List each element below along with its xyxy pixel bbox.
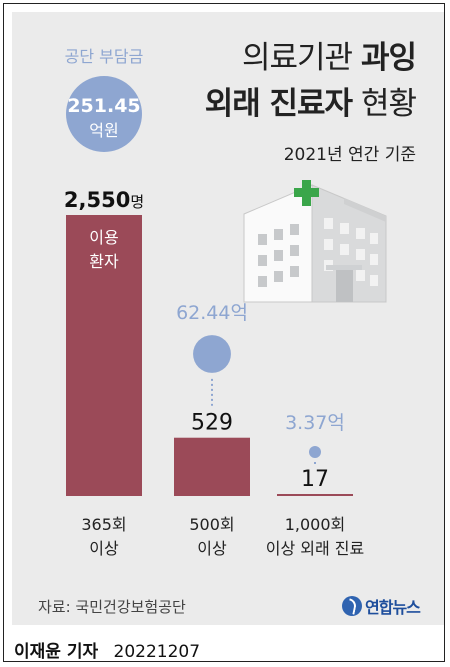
cost-header-label: 공단 부담금 xyxy=(65,47,144,66)
title-part1-bold: 과잉 xyxy=(360,40,417,76)
subtitle: 2021년 연간 기준 xyxy=(283,145,416,165)
category-label-3-2: 이상 외래 진료 xyxy=(266,539,365,558)
cost-bubble-value-1: 251.45 xyxy=(67,95,140,117)
cost-label-3: 3.37억 xyxy=(285,412,345,434)
category-label-2-2: 이상 xyxy=(197,539,227,558)
bar-value-label-1: 2,550명 xyxy=(64,188,144,212)
bar-value-label-3: 17 xyxy=(301,467,329,492)
source-note: 자료: 국민건강보험공단 xyxy=(38,598,186,616)
category-label-1-1: 365회 xyxy=(81,515,126,534)
yonhap-logo: 연합뉴스 xyxy=(342,595,421,617)
title-line-2: 외래 진료자 현황 xyxy=(204,78,417,123)
hospital-icon xyxy=(243,180,387,303)
yonhap-logo-text: 연합뉴스 xyxy=(365,598,421,617)
bar-2 xyxy=(174,437,250,496)
cost-bubble-1 xyxy=(66,76,142,152)
category-label-2-1: 500회 xyxy=(189,515,234,534)
title-part2-light: 현황 xyxy=(360,86,417,122)
byline: 이재윤 기자 20221207 xyxy=(14,637,200,662)
bar-inner-label-1: 이용 xyxy=(89,228,118,247)
cost-bubble-2 xyxy=(193,335,231,373)
category-label-3-1: 1,000회 xyxy=(285,515,346,534)
category-label-1-2: 이상 xyxy=(89,539,119,558)
title-part2-bold: 외래 진료자 xyxy=(204,86,353,122)
yonhap-logo-icon xyxy=(342,596,362,616)
bar-1 xyxy=(66,215,142,496)
title-line-1: 의료기관 과잉 xyxy=(242,32,417,77)
bar-inner-label-2: 환자 xyxy=(89,252,119,271)
title-part1-light: 의료기관 xyxy=(242,40,353,76)
bar-3 xyxy=(277,494,353,496)
cost-bubble-3 xyxy=(309,446,321,458)
publish-date: 20221207 xyxy=(113,642,201,662)
cost-label-2: 62.44억 xyxy=(176,302,248,324)
cost-bubble-unit-1: 억원 xyxy=(89,121,118,140)
bar-value-label-2: 529 xyxy=(191,411,233,436)
reporter-name: 이재윤 기자 xyxy=(14,642,99,662)
